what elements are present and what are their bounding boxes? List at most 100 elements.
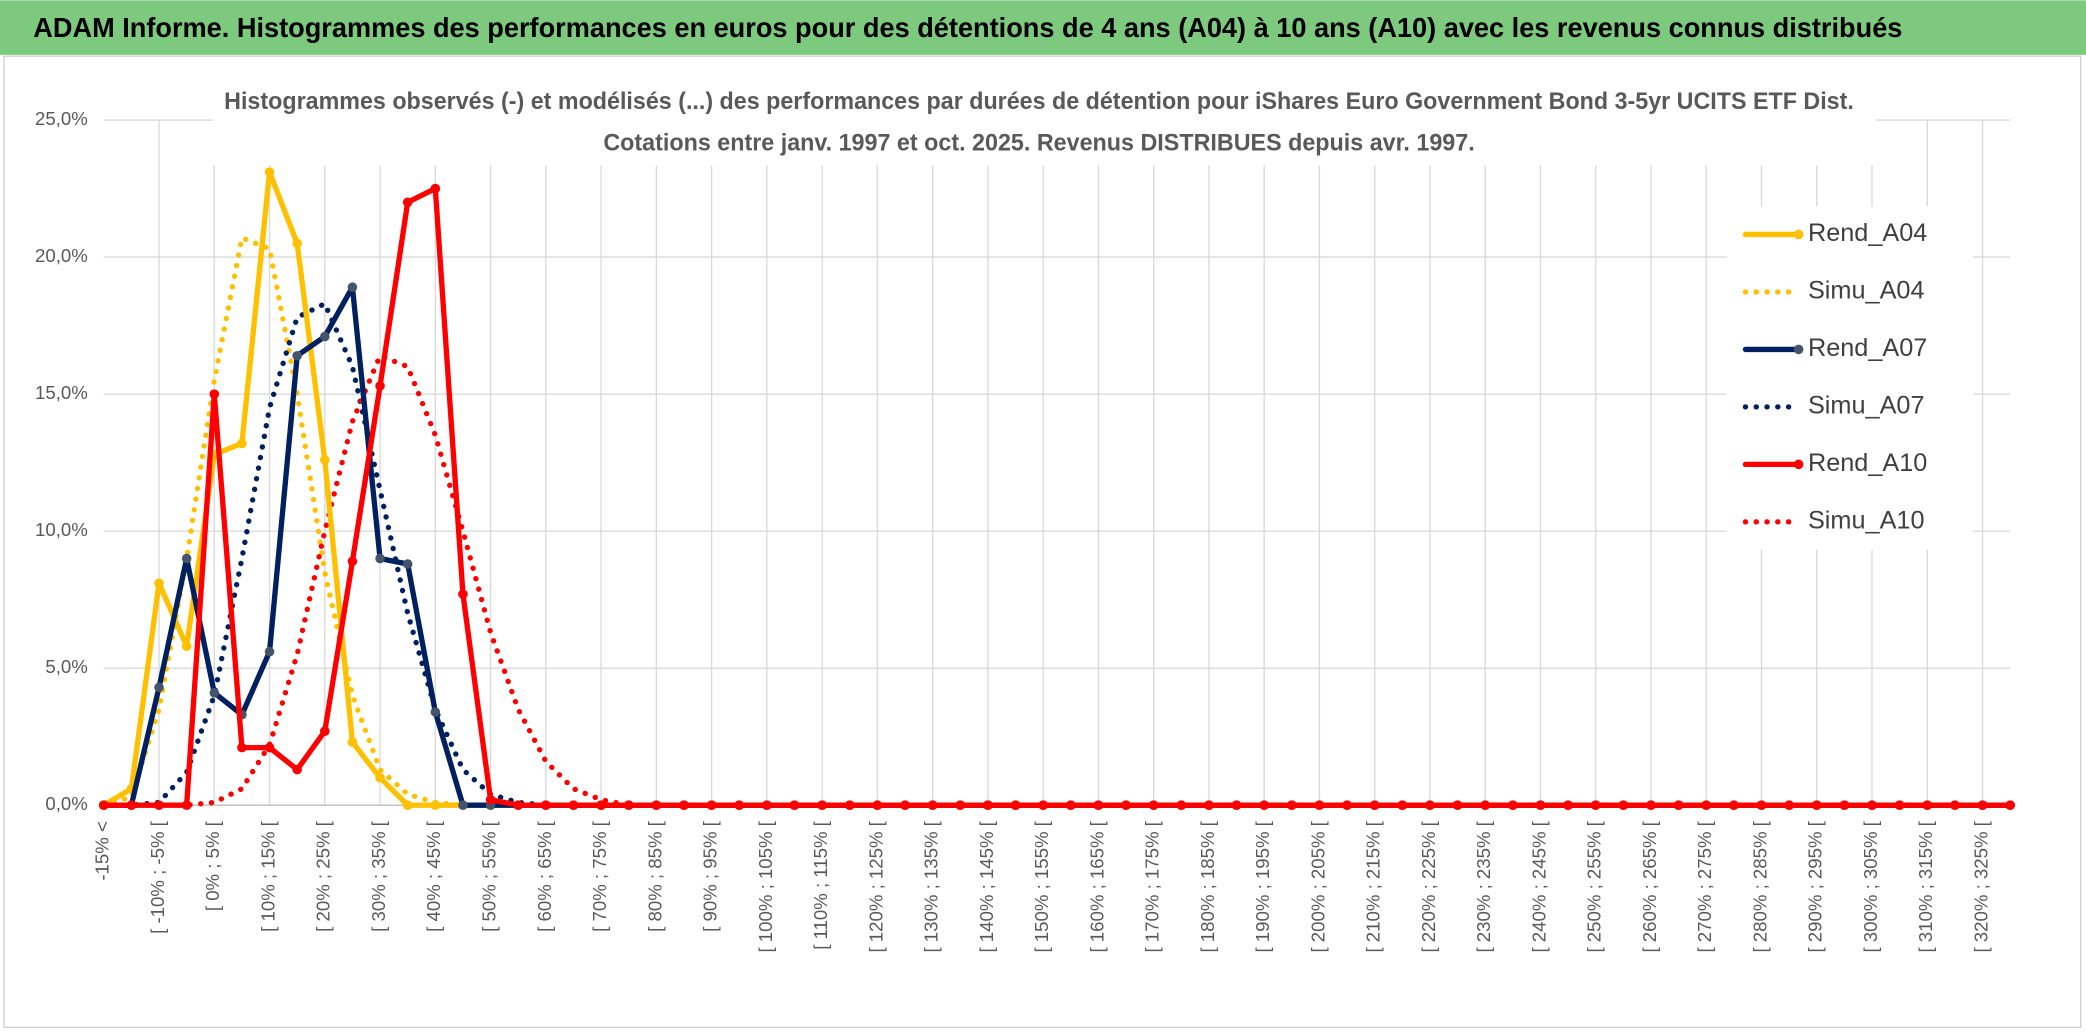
point-marker	[1231, 800, 1242, 810]
point-marker	[264, 646, 275, 657]
point-marker	[181, 800, 192, 810]
point-marker	[706, 800, 717, 810]
point-marker	[1176, 800, 1187, 810]
x-tick-label: [ 60% ; 65% [	[534, 820, 555, 932]
legend-marker	[1793, 459, 1804, 470]
x-tick-label: [ 80% ; 85% [	[644, 820, 665, 932]
y-tick-label: 15,0%	[35, 382, 88, 403]
x-tick-label: [ 50% ; 55% [	[478, 820, 499, 932]
point-marker	[762, 800, 772, 810]
point-marker	[679, 800, 689, 810]
x-tick-label: [ 240% ; 245% [	[1528, 820, 1549, 952]
point-marker	[1452, 800, 1463, 810]
point-marker	[292, 764, 302, 775]
x-tick-label: [ 170% ; 175% [	[1142, 820, 1163, 952]
x-tick-label: [ 160% ; 165% [	[1086, 820, 1107, 952]
point-marker	[154, 578, 164, 588]
point-marker	[402, 197, 413, 208]
x-tick-label: [ 310% ; 315% [	[1915, 820, 1936, 952]
point-marker	[458, 800, 468, 810]
header-title: ADAM Informe. Histogrammes des performan…	[33, 12, 1902, 43]
point-marker	[1646, 800, 1656, 810]
point-marker	[375, 772, 385, 783]
point-marker	[154, 800, 164, 810]
point-marker	[1950, 800, 1960, 810]
legend-label: Simu_A10	[1808, 506, 1925, 534]
legend-marker	[1793, 344, 1804, 355]
point-marker	[1839, 800, 1850, 810]
x-tick-label: [ 100% ; 105% [	[755, 820, 776, 952]
point-marker	[900, 800, 910, 810]
point-marker	[347, 737, 358, 747]
point-marker	[347, 556, 358, 567]
x-tick-label: [ 90% ; 95% [	[700, 820, 721, 932]
y-tick-label: 20,0%	[35, 245, 88, 266]
point-marker	[320, 726, 330, 736]
point-marker	[1894, 800, 1905, 810]
point-marker	[1148, 800, 1159, 810]
point-marker	[1590, 800, 1601, 810]
x-tick-label: [ 210% ; 215% [	[1363, 820, 1384, 952]
point-marker	[320, 455, 330, 465]
point-marker	[1369, 800, 1380, 810]
point-marker	[1480, 800, 1491, 810]
point-marker	[1618, 800, 1629, 810]
legend-background	[1726, 206, 1973, 550]
point-marker	[209, 389, 220, 399]
point-marker	[181, 641, 192, 652]
legend-label: Simu_A04	[1808, 277, 1925, 305]
point-marker	[1563, 800, 1573, 810]
legend-label: Rend_A10	[1808, 449, 1927, 477]
observed-line	[101, 185, 2013, 808]
x-tick-label: [ 140% ; 145% [	[976, 820, 997, 952]
point-marker	[1259, 800, 1269, 810]
legend-label: Simu_A07	[1808, 392, 1925, 420]
x-tick-label: [ 250% ; 255% [	[1584, 820, 1605, 952]
point-marker	[1701, 800, 1712, 810]
x-tick-label: [ 70% ; 75% [	[589, 820, 610, 932]
point-marker	[541, 800, 551, 810]
x-tick-label: [ 180% ; 185% [	[1197, 820, 1218, 952]
point-marker	[872, 800, 883, 810]
point-marker	[347, 282, 358, 293]
point-marker	[264, 167, 275, 177]
point-marker	[817, 800, 827, 810]
point-marker	[1673, 800, 1684, 810]
chart-title: Histogrammes observés (-) et modélisés (…	[224, 88, 1854, 115]
point-marker	[485, 794, 496, 805]
x-tick-label: [ 10% ; 15% [	[257, 820, 278, 932]
point-marker	[734, 800, 745, 810]
x-tick-label: [ 120% ; 125% [	[865, 820, 886, 952]
point-marker	[1093, 800, 1104, 810]
point-marker	[292, 350, 302, 361]
point-marker	[1314, 800, 1325, 810]
y-tick-label: 10,0%	[35, 519, 88, 540]
x-tick-label: [ 290% ; 295% [	[1805, 820, 1826, 952]
simulated-line	[101, 301, 2013, 808]
title-background	[212, 80, 1876, 166]
point-marker	[430, 800, 441, 810]
point-marker	[927, 800, 938, 810]
point-marker	[513, 800, 523, 810]
point-marker	[209, 688, 220, 698]
x-tick-label: [ 220% ; 225% [	[1418, 820, 1439, 952]
x-tick-label: [ 280% ; 285% [	[1749, 820, 1770, 952]
point-marker	[320, 331, 330, 342]
point-marker	[1508, 800, 1518, 810]
header-bar	[0, 0, 2086, 55]
point-marker	[955, 800, 966, 810]
point-marker	[983, 800, 993, 810]
x-tick-label: [ -10% ; -5% [	[147, 820, 168, 934]
point-marker	[375, 381, 385, 391]
point-marker	[1922, 800, 1933, 810]
point-marker	[568, 800, 579, 810]
x-tick-label: -15% <	[92, 821, 113, 880]
point-marker	[1535, 800, 1546, 810]
point-marker	[126, 800, 137, 810]
y-tick-label: 0,0%	[45, 793, 87, 814]
point-marker	[458, 589, 468, 599]
point-marker	[1010, 800, 1021, 810]
point-marker	[292, 238, 302, 249]
x-tick-label: [ 20% ; 25% [	[313, 820, 334, 932]
